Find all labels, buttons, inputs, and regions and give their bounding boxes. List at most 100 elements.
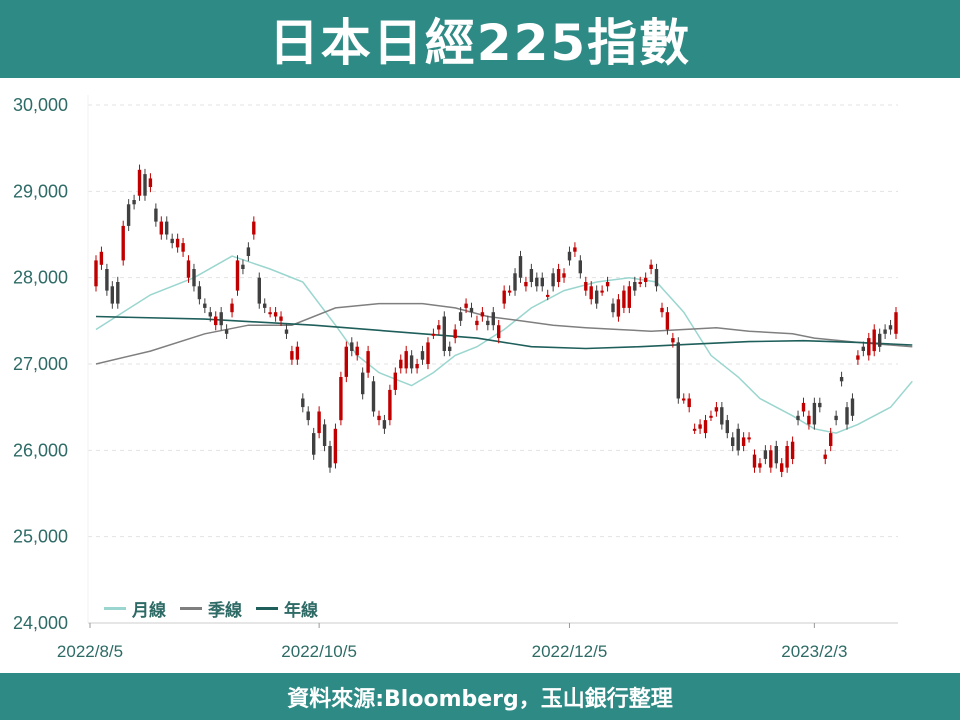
candle: [143, 174, 147, 196]
candle: [224, 329, 229, 334]
candle: [301, 398, 305, 408]
candle: [720, 407, 724, 425]
candle: [257, 277, 261, 304]
candle: [888, 325, 893, 330]
candle: [404, 351, 408, 369]
candle: [344, 346, 348, 377]
candle: [502, 290, 506, 304]
candle: [692, 428, 697, 431]
candle: [785, 446, 789, 468]
x-tick-label: 2022/12/5: [532, 642, 608, 661]
candle: [687, 398, 691, 408]
x-tick-label: 2022/8/5: [57, 642, 123, 661]
candle: [573, 247, 577, 252]
month-line: [95, 255, 913, 434]
legend-item-month: 月線: [104, 596, 166, 621]
candle: [627, 286, 631, 308]
candle: [790, 441, 795, 459]
candle: [839, 377, 844, 382]
candle: [486, 320, 490, 326]
candle: [535, 277, 539, 287]
candle: [284, 329, 289, 334]
candle: [546, 294, 550, 297]
candle: [584, 282, 588, 291]
candle: [148, 178, 153, 187]
candle: [524, 282, 528, 287]
legend-item-year: 年線: [256, 596, 318, 621]
candle: [796, 415, 800, 421]
candle: [219, 312, 223, 326]
candle: [333, 428, 338, 464]
candle: [279, 316, 283, 321]
quarter-line: [95, 302, 913, 365]
candle: [551, 273, 555, 287]
candle: [671, 338, 675, 343]
candle: [769, 450, 773, 468]
candle: [709, 415, 713, 418]
candle: [442, 316, 446, 351]
legend-label-year: 年線: [284, 601, 318, 621]
candle: [595, 290, 599, 304]
candle: [605, 282, 610, 287]
candle: [703, 420, 708, 434]
candle: [736, 428, 740, 451]
candle: [105, 269, 109, 291]
candle: [121, 225, 125, 261]
candle: [203, 303, 207, 308]
candle: [872, 329, 876, 352]
candle: [856, 355, 860, 360]
y-tick-label: 30,000: [13, 95, 68, 115]
candle: [409, 355, 414, 369]
candle: [867, 338, 871, 356]
candle: [807, 415, 811, 425]
candle: [165, 221, 169, 235]
x-tick-label: 2023/2/3: [781, 642, 847, 661]
candle: [829, 433, 833, 446]
candle: [649, 264, 653, 269]
candle: [110, 286, 114, 304]
candle: [116, 282, 120, 304]
candle: [388, 389, 392, 421]
candle: [317, 411, 321, 434]
title-bar: 日本日經225指數: [0, 0, 960, 78]
candle: [638, 282, 642, 284]
candle: [371, 381, 376, 412]
candle: [322, 424, 327, 446]
candle: [883, 329, 887, 334]
candle: [448, 346, 452, 351]
candle: [366, 351, 370, 373]
candle: [137, 169, 142, 196]
y-tick-label: 25,000: [13, 527, 68, 547]
y-tick-label: 28,000: [13, 268, 68, 288]
candle: [660, 307, 664, 313]
candle: [437, 325, 441, 330]
candle: [235, 260, 240, 291]
candle: [894, 312, 898, 334]
candle: [181, 243, 185, 252]
y-tick-label: 24,000: [13, 613, 68, 633]
candle: [589, 286, 593, 300]
candle: [774, 446, 778, 464]
candle: [126, 204, 131, 226]
candle: [306, 411, 310, 421]
candle: [747, 437, 751, 440]
candle: [616, 299, 621, 317]
candle: [458, 312, 463, 321]
candle: [399, 359, 403, 369]
candle: [562, 273, 566, 278]
candle: [431, 333, 436, 336]
candle: [823, 454, 827, 459]
candle: [214, 316, 218, 326]
candle: [192, 269, 196, 287]
candle: [420, 351, 425, 360]
candle: [644, 277, 648, 282]
candle: [497, 325, 501, 339]
candle: [475, 320, 479, 326]
candle: [252, 221, 256, 235]
candle: [415, 364, 419, 369]
candle: [312, 433, 316, 455]
candlestick-chart: 24,000 25,000 26,000 27,000 28,000 29,000 30,0…: [13, 95, 913, 661]
candle: [480, 312, 485, 317]
candle: [208, 312, 212, 317]
candle: [714, 407, 719, 412]
